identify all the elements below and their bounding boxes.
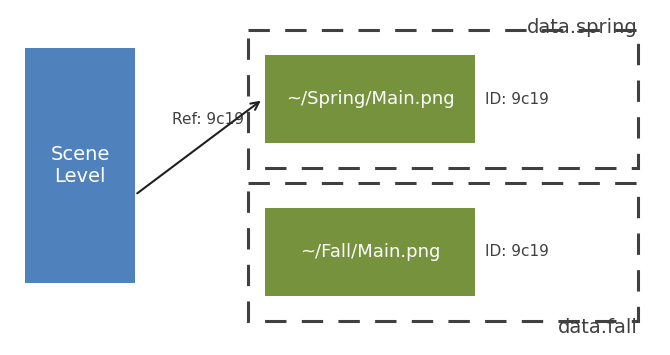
Bar: [248, 30, 638, 168]
Bar: [265, 208, 475, 296]
Text: ID: 9c19: ID: 9c19: [485, 245, 549, 260]
Text: data.fall: data.fall: [558, 318, 638, 337]
Text: Scene
Level: Scene Level: [50, 145, 110, 186]
Bar: [25, 48, 135, 283]
Bar: [248, 183, 638, 321]
Text: ~/Fall/Main.png: ~/Fall/Main.png: [299, 243, 440, 261]
Text: data.spring: data.spring: [527, 18, 638, 37]
Text: ~/Spring/Main.png: ~/Spring/Main.png: [285, 90, 454, 108]
Text: Ref: 9c19: Ref: 9c19: [172, 113, 244, 127]
Bar: [265, 55, 475, 143]
Text: ID: 9c19: ID: 9c19: [485, 92, 549, 106]
